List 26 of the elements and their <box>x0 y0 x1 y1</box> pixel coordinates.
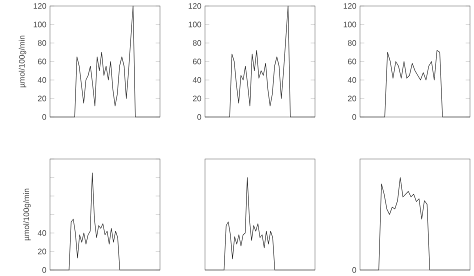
y-tick-label: 0 <box>42 267 46 273</box>
y-tick-label: 80 <box>192 40 202 46</box>
y-tick-label: 120 <box>344 3 356 9</box>
y-tick-label: 80 <box>38 40 46 46</box>
y-tick-label: 120 <box>34 3 46 9</box>
y-tick-label: 40 <box>192 77 202 83</box>
y-tick-label: 0 <box>197 114 202 120</box>
y-tick-label: 60 <box>348 58 356 64</box>
y-tick-label: 20 <box>348 96 356 102</box>
y-tick-label: 0 <box>352 114 356 120</box>
y-tick-label: 60 <box>38 58 46 64</box>
y-axis-title: µmol/100g/min <box>23 188 31 240</box>
y-tick-label: 0 <box>42 114 46 120</box>
y-tick-label: 20 <box>192 96 202 102</box>
y-tick-label: 100 <box>34 22 46 28</box>
y-tick-label: 40 <box>38 230 46 236</box>
y-axis-title: µmol/100g/min <box>18 36 26 88</box>
y-tick-label: 40 <box>38 77 46 83</box>
y-tick-label: 20 <box>38 248 46 254</box>
y-tick-label: 40 <box>348 77 356 83</box>
y-tick-label: 100 <box>188 22 202 28</box>
y-tick-label: 60 <box>192 58 202 64</box>
y-tick-label: 120 <box>188 3 202 9</box>
y-tick-label: 20 <box>38 96 46 102</box>
y-tick-label: 80 <box>348 40 356 46</box>
y-tick-label: 100 <box>344 22 356 28</box>
